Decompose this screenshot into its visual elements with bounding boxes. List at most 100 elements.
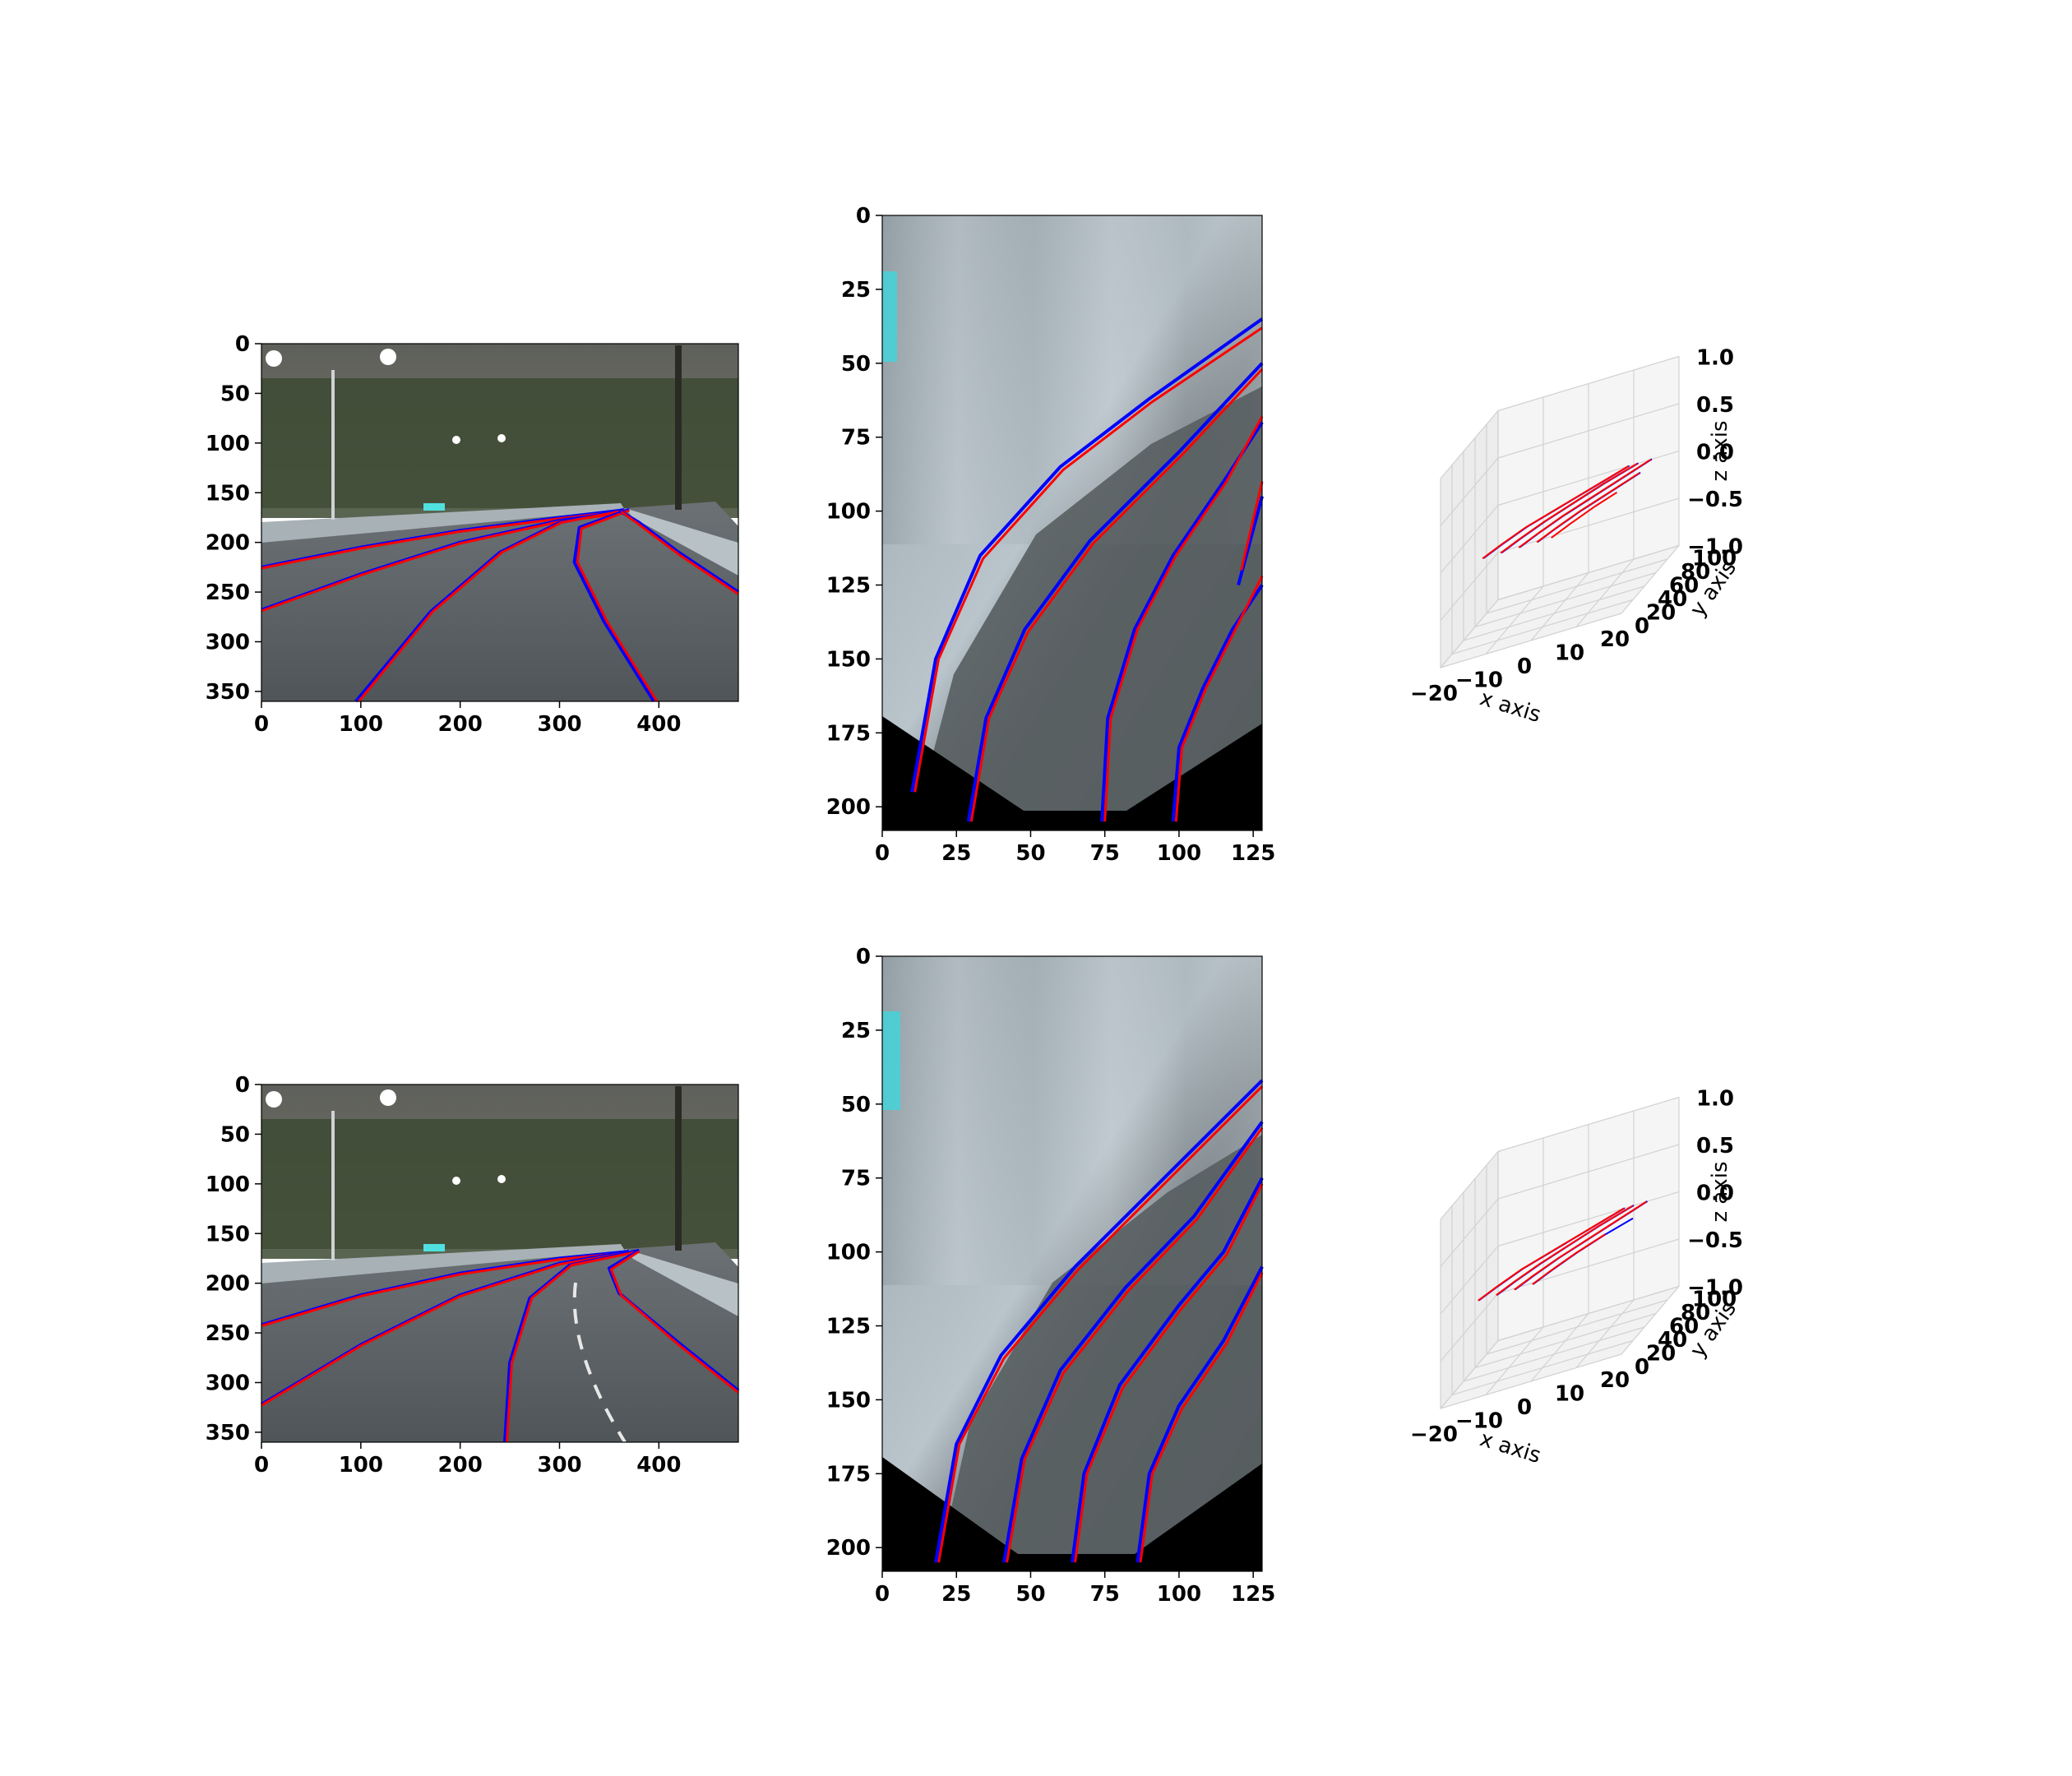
x-tick-label: 200	[438, 712, 483, 737]
grid-line	[1575, 558, 1635, 627]
grid-line	[1440, 1151, 1499, 1220]
grid-line	[1463, 1326, 1645, 1382]
y-tick-label: 100	[1692, 547, 1737, 571]
grid-line	[1497, 1191, 1680, 1247]
y-tick-label: 175	[826, 721, 871, 746]
y-tick-label: 100	[206, 1172, 250, 1197]
image-frame	[881, 215, 1263, 831]
predicted-lane-line	[1006, 1126, 1264, 1563]
z-tick-label: −1.0	[1687, 535, 1743, 560]
predicted-lane-line	[609, 1250, 739, 1394]
x-tick-label: 10	[1555, 1382, 1584, 1407]
y-tick-label: 0	[856, 945, 871, 969]
y-tick-label: 150	[206, 481, 250, 506]
y-tick-label: 125	[826, 1315, 871, 1339]
x-tick-label: 125	[1231, 1582, 1275, 1607]
y-tick-label: 175	[826, 1462, 871, 1487]
y-tick-label: 250	[206, 580, 250, 605]
predicted-lane-curve	[1514, 1200, 1647, 1291]
lane-lines	[261, 507, 740, 703]
street-light	[380, 1089, 396, 1106]
y-tick-label: 0	[1635, 1355, 1649, 1380]
ground-truth-lane-line	[572, 507, 655, 703]
image-frame	[881, 955, 1263, 1572]
y-tick-label: 80	[1681, 560, 1710, 585]
x-tick-label: 75	[1090, 841, 1120, 866]
predicted-lane-line	[620, 510, 739, 595]
z-tick-label: 0.5	[1696, 1134, 1734, 1159]
bev-mask-left	[882, 716, 1024, 830]
x-tick-label: 300	[537, 712, 581, 737]
y-tick-label: 150	[826, 647, 871, 672]
grid-line	[1440, 613, 1622, 668]
grid-line	[1497, 403, 1680, 459]
grid-line	[1497, 1096, 1680, 1153]
y-tick-label: 75	[841, 426, 871, 451]
x-tick-label: −20	[1410, 1422, 1458, 1447]
grid-line	[1440, 505, 1499, 574]
x-tick-label: 100	[1157, 1582, 1201, 1607]
y-tick-label: 350	[206, 680, 250, 705]
predicted-lane-line	[913, 326, 1263, 793]
road-surface	[261, 502, 738, 701]
grid-line	[1440, 410, 1499, 479]
z-tick-label: −0.5	[1687, 488, 1743, 512]
x-tick-label: 400	[636, 1453, 681, 1478]
bev-panel-row2: 0 25 50 75 100 125 0 25 50 75 100 125 150 175 200	[826, 945, 1276, 1607]
barrier-right	[625, 508, 738, 576]
camera-image-panel-row2: 0 100 200 300 400 0 50 100 150 200 250 300 350	[206, 1073, 740, 1478]
y-tick-label: 250	[206, 1321, 250, 1346]
x-axis-label: x axis	[1477, 686, 1543, 728]
ground-truth-lane-line	[1135, 1265, 1264, 1563]
x-tick-label: 50	[1015, 841, 1045, 866]
x-tick-label: 50	[1015, 1582, 1045, 1607]
predicted-lane-line	[506, 1250, 640, 1443]
y-tick-label: 20	[1646, 1342, 1676, 1367]
predicted-lane-line	[358, 509, 625, 702]
y-tick-label: 50	[220, 382, 250, 406]
y-tick-label: 125	[826, 574, 871, 599]
y-tick-label: 50	[220, 1122, 250, 1147]
bev-mask-right	[1135, 1464, 1262, 1571]
y-tick-label: 350	[206, 1421, 250, 1445]
camera-image-panel-row1: 0 100 200 300 400 0 50 100 150 200 250 300 350	[206, 332, 740, 737]
predicted-lane-line	[261, 1251, 630, 1407]
x-tick-label: 0	[875, 1582, 890, 1607]
x-tick-label: 0	[254, 1453, 269, 1478]
predicted-lane-curve	[1500, 462, 1638, 554]
ground-truth-lane-line	[934, 1079, 1264, 1563]
grid-line	[1497, 1238, 1680, 1294]
x-tick-label: 75	[1090, 1582, 1120, 1607]
grid-line	[1474, 571, 1657, 628]
cyan-artifact	[882, 1011, 900, 1110]
street-light	[497, 1175, 506, 1183]
y-tick-label: 100	[826, 500, 871, 525]
y-tick-label: 100	[826, 1241, 871, 1265]
y-tick-label: 0	[1635, 614, 1649, 639]
bev-mask-bottom	[1024, 811, 1126, 830]
predicted-lane-line	[1174, 576, 1264, 822]
y-tick-label: 25	[841, 278, 871, 303]
y-tick-label: 0	[235, 332, 250, 357]
grid-line	[1440, 1340, 1499, 1409]
z-tick-label: 0.5	[1696, 393, 1734, 418]
z-tick-label: 0.0	[1696, 1182, 1734, 1206]
predicted-lane-curve	[1496, 1205, 1634, 1297]
y-tick-label: 20	[1646, 601, 1676, 626]
lane-lines	[260, 1248, 740, 1443]
plot3d-panel-row1: −20−1001020020406080100−1.0−0.50.00.51.0…	[1410, 346, 1743, 728]
bev-road	[937, 1135, 1262, 1571]
z-tick-label: 0.0	[1696, 441, 1734, 465]
x-tick-label: 0	[1517, 654, 1532, 679]
grid-line	[1451, 599, 1634, 655]
x-tick-label: 100	[1157, 841, 1201, 866]
z-axis-label: z axis	[1708, 420, 1732, 481]
predicted-lane-curve	[1536, 472, 1640, 543]
street-light	[452, 1177, 460, 1185]
bev-mask-right	[1126, 724, 1262, 830]
x-tick-label: 100	[339, 1453, 383, 1478]
y-tick-label: 0	[856, 204, 871, 229]
grid-line	[1451, 1339, 1634, 1396]
y-tick-label: 200	[206, 1272, 250, 1297]
bev-mask-bottom	[1018, 1554, 1135, 1571]
